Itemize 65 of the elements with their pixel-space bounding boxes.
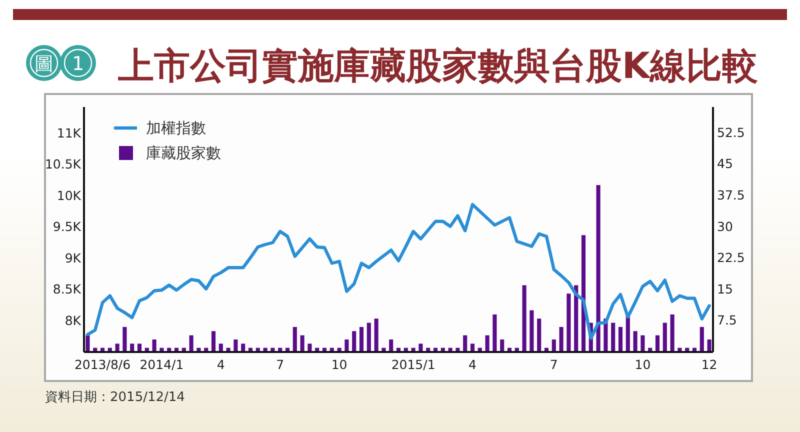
y2-tick-label: 30 <box>717 218 733 234</box>
y-tick-label: 8K <box>64 312 82 328</box>
bar <box>374 318 378 352</box>
bar <box>366 322 371 352</box>
bar <box>633 331 638 352</box>
bar <box>552 339 556 352</box>
y2-tick-label: 45 <box>717 156 733 172</box>
y2-tick-label: 52.5 <box>717 124 745 140</box>
bar <box>234 339 238 352</box>
bar <box>640 335 645 352</box>
bar <box>618 326 623 352</box>
bar <box>662 322 667 352</box>
bar <box>530 310 534 352</box>
text: 資料日期：2015/12/14 <box>45 390 185 405</box>
x-tick-label: 10 <box>634 356 651 372</box>
y-tick-label: 8.5K <box>52 282 82 296</box>
x-tick-label: 2014/1 <box>140 356 184 372</box>
bar <box>537 318 542 352</box>
legend-label: 加權指數 <box>146 119 206 137</box>
bar <box>611 322 616 352</box>
y2-tick-label: 15 <box>717 281 733 296</box>
bar <box>596 185 600 352</box>
bar <box>352 331 356 352</box>
x-tick-label: 2015/1 <box>391 356 436 372</box>
bar <box>670 314 674 352</box>
bar <box>152 339 156 352</box>
y-tick-label: 11K <box>56 125 82 140</box>
bar <box>485 335 490 352</box>
caption: 圖 1 <box>34 53 84 75</box>
x-tick-label: 4 <box>468 356 477 372</box>
bar <box>300 335 304 352</box>
bar <box>522 285 526 352</box>
x-tick-label: 12 <box>701 356 718 372</box>
bar <box>189 335 194 352</box>
bar <box>359 326 364 352</box>
bar <box>566 294 571 352</box>
y2-tick-label: 22.5 <box>717 250 745 266</box>
bar <box>559 326 564 352</box>
line-series <box>86 202 711 340</box>
bar <box>700 326 704 352</box>
bar <box>292 326 297 352</box>
y-tick-label: 10.5K <box>44 156 82 172</box>
bar <box>500 339 504 352</box>
bar <box>707 339 712 352</box>
bar <box>122 326 127 352</box>
bar <box>655 335 660 352</box>
x-tick-label: 7 <box>550 356 558 372</box>
x-tick-label: 7 <box>276 356 284 372</box>
bar <box>574 285 578 352</box>
bar <box>86 335 90 352</box>
chart-title: 上市公司實施庫藏股家數與台股K線比較 <box>118 46 758 87</box>
legend-label: 庫藏股家數 <box>146 144 221 162</box>
bar <box>389 339 394 352</box>
x-tick-label: 2013/8/6 <box>74 356 131 372</box>
y2-tick-label: 7.5 <box>717 312 737 328</box>
x-tick-label: 10 <box>331 356 348 372</box>
y-tick-label: 10K <box>56 188 82 203</box>
bar <box>492 314 497 352</box>
y-tick-label: 9.5K <box>52 219 82 234</box>
bar <box>463 335 468 352</box>
bar <box>211 331 216 352</box>
y2-tick-label: 37.5 <box>717 187 745 202</box>
x-tick-label: 4 <box>216 356 225 372</box>
bar <box>344 339 349 352</box>
y-tick-label: 9K <box>64 250 82 266</box>
